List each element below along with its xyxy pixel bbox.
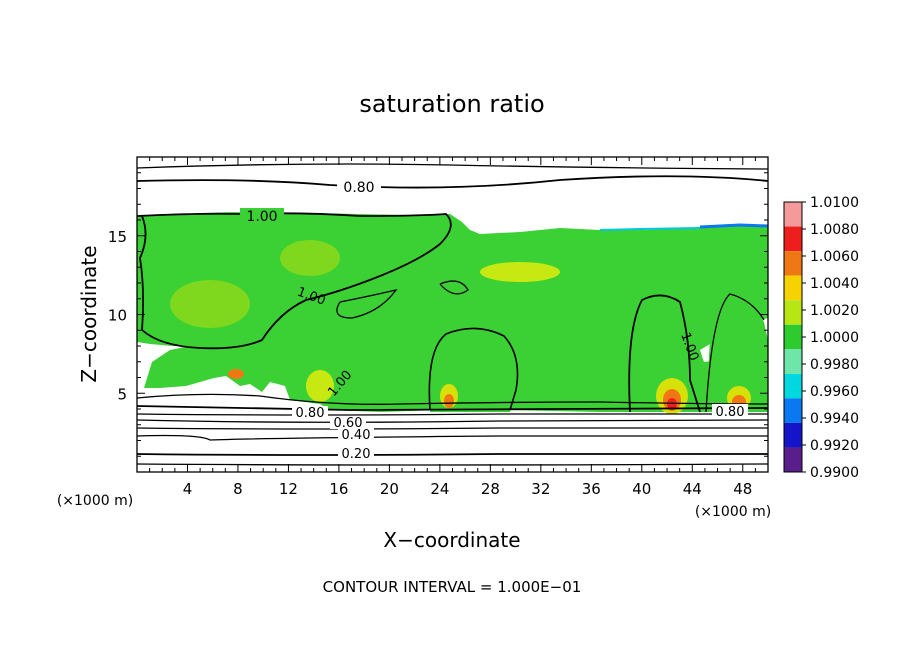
colorbar: 1.0100 1.0080 1.0060 1.0040 1.0020 1.0000 0.99… — [783, 195, 859, 481]
y-tick-label: 15 — [108, 228, 127, 246]
contour-label: 0.40 — [342, 428, 371, 443]
x-tick-label: 12 — [279, 480, 298, 498]
x-tick-label: 24 — [430, 480, 449, 498]
colorbar-label: 0.9980 — [810, 357, 859, 373]
contour-label: 0.20 — [342, 447, 371, 462]
colorbar-label: 0.9920 — [810, 438, 859, 454]
y-axis: 5 10 15 — [108, 172, 768, 457]
chart-title: saturation ratio — [359, 90, 544, 118]
contour-lines — [137, 163, 768, 466]
x-unit-left: (×1000 m) — [57, 493, 133, 509]
colorbar-label: 0.9940 — [810, 411, 859, 427]
colorbar-swatch — [784, 447, 802, 472]
colorbar-swatch — [784, 324, 802, 350]
subsat-fringe — [599, 227, 701, 231]
colorbar-label: 1.0000 — [810, 330, 859, 346]
colorbar-swatch — [784, 251, 802, 276]
contour-label: 0.80 — [343, 180, 374, 196]
y-tick-label: 10 — [108, 307, 127, 325]
x-tick-label: 28 — [481, 480, 500, 498]
x-axis: 4 8 12 16 20 24 28 32 36 40 44 48 — [149, 157, 756, 498]
x-tick-label: 36 — [582, 480, 601, 498]
colorbar-swatch — [784, 202, 802, 227]
x-unit-right: (×1000 m) — [695, 504, 771, 520]
colorbar-label: 1.0060 — [810, 249, 859, 265]
cloud-tower — [706, 290, 768, 412]
cloud-cores — [170, 240, 751, 414]
colorbar-swatch — [784, 226, 802, 252]
contour-label: 0.80 — [716, 405, 745, 420]
colorbar-swatch — [784, 275, 802, 301]
contour-label: 0.80 — [296, 406, 325, 421]
colorbar-swatch — [784, 398, 802, 423]
y-axis-title: Z−coordinate — [77, 245, 101, 382]
colorbar-label: 1.0100 — [810, 195, 859, 211]
x-tick-label: 16 — [329, 480, 348, 498]
x-tick-label: 44 — [683, 480, 702, 498]
contour-interval-note: CONTOUR INTERVAL = 1.000E−01 — [323, 578, 582, 596]
x-tick-label: 20 — [380, 480, 399, 498]
x-tick-label: 48 — [733, 480, 752, 498]
plot-field — [137, 157, 768, 472]
x-axis-title: X−coordinate — [383, 528, 520, 552]
y-tick-label: 5 — [117, 385, 127, 403]
colorbar-label: 0.9900 — [810, 465, 859, 481]
contour-label: 0.60 — [334, 416, 363, 431]
subsat-fringe — [699, 223, 768, 229]
colorbar-label: 0.9960 — [810, 384, 859, 400]
colorbar-label: 1.0040 — [810, 276, 859, 292]
x-tick-label: 8 — [233, 480, 243, 498]
colorbar-label: 1.0080 — [810, 222, 859, 238]
colorbar-swatch — [784, 349, 802, 374]
contour-label: 1.00 — [246, 209, 277, 225]
x-tick-label: 4 — [183, 480, 193, 498]
x-tick-label: 40 — [632, 480, 651, 498]
colorbar-swatch — [784, 422, 802, 448]
colorbar-swatch — [784, 373, 802, 399]
colorbar-label: 1.0020 — [810, 303, 859, 319]
colorbar-swatch — [784, 300, 802, 325]
x-tick-label: 32 — [531, 480, 550, 498]
